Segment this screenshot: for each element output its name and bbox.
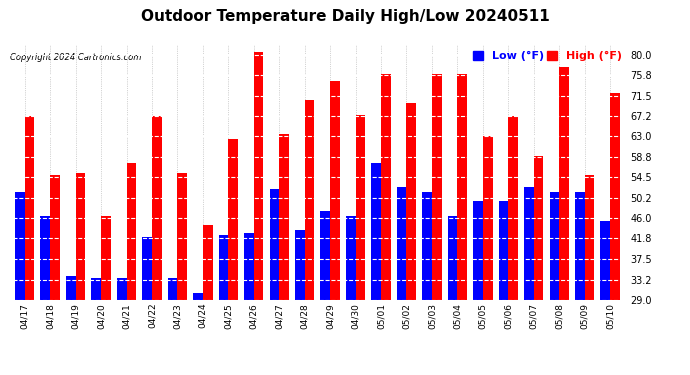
Bar — [559, 67, 569, 375]
Bar — [177, 172, 187, 375]
Bar — [457, 74, 467, 375]
Text: Outdoor Temperature Daily High/Low 20240511: Outdoor Temperature Daily High/Low 20240… — [141, 9, 549, 24]
Bar — [483, 136, 493, 375]
Bar — [126, 163, 136, 375]
Bar — [168, 278, 177, 375]
Bar — [228, 139, 238, 375]
Bar — [15, 192, 25, 375]
Bar — [219, 235, 228, 375]
Bar — [305, 100, 315, 375]
Text: Copyright 2024 Cartronics.com: Copyright 2024 Cartronics.com — [10, 53, 141, 62]
Bar — [66, 276, 76, 375]
Bar — [142, 237, 152, 375]
Bar — [244, 232, 254, 375]
Bar — [584, 175, 594, 375]
Bar — [509, 116, 518, 375]
Bar — [101, 216, 110, 375]
Bar — [355, 115, 365, 375]
Bar — [295, 230, 305, 375]
Bar — [406, 103, 416, 375]
Bar — [422, 192, 432, 375]
Bar — [448, 216, 457, 375]
Bar — [549, 192, 559, 375]
Bar — [270, 189, 279, 375]
Bar — [432, 74, 442, 375]
Bar — [371, 163, 381, 375]
Bar — [254, 52, 264, 375]
Bar — [152, 116, 161, 375]
Legend: Low (°F), High (°F): Low (°F), High (°F) — [472, 50, 622, 62]
Bar — [193, 293, 203, 375]
Bar — [91, 278, 101, 375]
Bar — [203, 225, 213, 375]
Bar — [41, 216, 50, 375]
Bar — [610, 93, 620, 375]
Bar — [397, 187, 406, 375]
Bar — [50, 175, 60, 375]
Bar — [473, 201, 483, 375]
Bar — [117, 278, 126, 375]
Bar — [381, 74, 391, 375]
Bar — [25, 116, 34, 375]
Bar — [76, 172, 86, 375]
Bar — [279, 134, 289, 375]
Bar — [524, 187, 534, 375]
Bar — [575, 192, 584, 375]
Bar — [499, 201, 509, 375]
Bar — [600, 220, 610, 375]
Bar — [330, 81, 339, 375]
Bar — [346, 216, 355, 375]
Bar — [534, 156, 544, 375]
Bar — [320, 211, 330, 375]
